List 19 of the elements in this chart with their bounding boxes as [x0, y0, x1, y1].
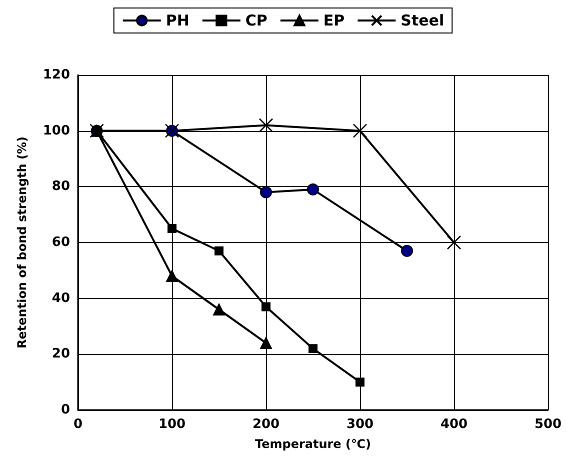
x-tick-label: 300 [346, 417, 374, 432]
legend-label: CP [245, 12, 268, 30]
y-tick-label: 120 [42, 68, 70, 82]
x-tick-label: 500 [534, 417, 562, 432]
x-tick-label: 0 [73, 417, 83, 432]
y-tick-label: 100 [42, 123, 70, 138]
y-tick-label: 80 [52, 179, 70, 194]
legend-label: Steel [400, 12, 444, 30]
y-tick-label: 60 [52, 235, 70, 250]
legend-label: PH [166, 12, 190, 30]
x-tick-label: 100 [158, 417, 186, 432]
y-axis-title: Retention of bond strength (%) [15, 136, 29, 348]
y-tick-label: 20 [52, 346, 70, 362]
legend-label: EP [323, 12, 345, 30]
x-tick-label: 200 [252, 417, 280, 432]
y-tick-label: 0 [60, 402, 70, 418]
x-axis-title: Temperature (℃) [255, 437, 371, 451]
x-tick-label: 400 [440, 417, 468, 432]
y-tick-label: 40 [52, 290, 70, 306]
